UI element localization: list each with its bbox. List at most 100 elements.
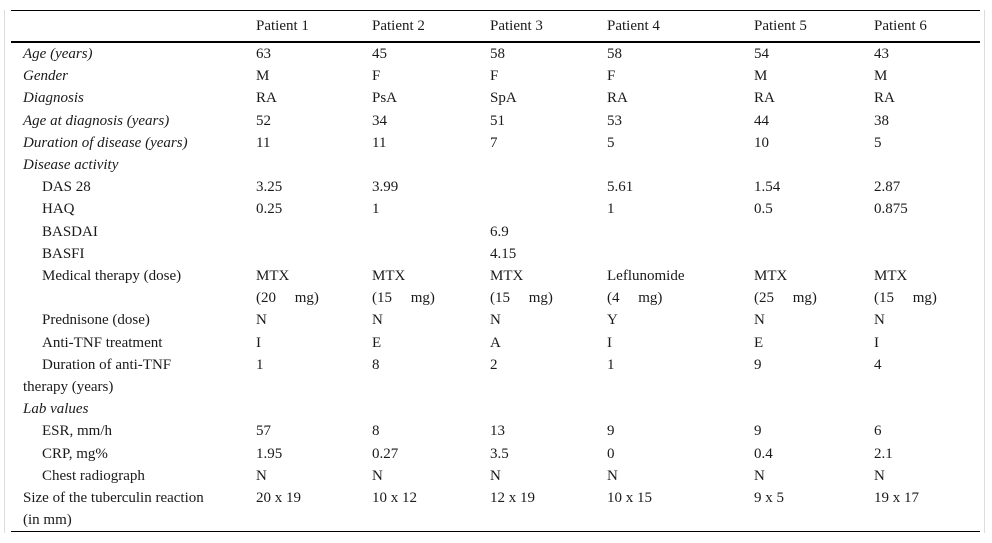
cell-value: 10 x 15	[607, 487, 754, 533]
cell-value	[372, 398, 490, 420]
cell-value: 6.9	[490, 223, 509, 240]
row-label-text-line2: (in mm)	[23, 512, 72, 529]
row-label: Anti-TNF treatment	[11, 332, 256, 354]
cell-value: E	[372, 334, 382, 351]
cell-value: 7	[490, 134, 498, 151]
table-row: HAQ 0.25 1 1 0.5 0.875	[11, 198, 980, 220]
cell-value: 58	[607, 46, 622, 62]
row-label: Lab values	[11, 398, 256, 420]
row-label-text: Size of the tuberculin reaction	[23, 490, 204, 507]
table-row: Duration of anti-TNF therapy (years) 1 8 2 1 9…	[11, 354, 980, 398]
table-row: Diagnosis RA PsA SpA RA RA RA	[11, 87, 980, 109]
row-label-text-line2: therapy (years)	[23, 379, 114, 396]
cell-value	[754, 154, 874, 176]
cell-value: 1	[256, 356, 264, 373]
cell-value: 45	[372, 46, 387, 62]
row-label-text: HAQ	[42, 201, 75, 218]
row-label: Gender	[11, 65, 256, 87]
cell-value	[754, 243, 874, 265]
cell-value: RA	[874, 90, 895, 107]
row-label-header	[11, 10, 256, 43]
header-row: Patient 1 Patient 2 Patient 3 Patient 4 Pati…	[11, 10, 980, 43]
cell-value: 63	[256, 46, 271, 62]
cell-value: MTX (25 mg)	[754, 265, 874, 309]
therapy-dose: (4 mg)	[607, 290, 663, 307]
cell-value: RA	[754, 90, 775, 107]
cell-value: MTX (15 mg)	[490, 265, 607, 309]
cell-value: MTX (15 mg)	[372, 265, 490, 309]
row-label-text: Gender	[23, 68, 68, 85]
table-row: Age at diagnosis (years) 52 34 51 53 44 38	[11, 110, 980, 132]
cell-value: 5	[607, 134, 615, 151]
cell-value: RA	[607, 90, 628, 107]
row-label: BASFI	[11, 243, 256, 265]
cell-value: 4.15	[490, 245, 517, 262]
row-label-text: BASFI	[42, 245, 85, 262]
column-header: Patient 2	[372, 10, 490, 43]
row-label-text: Age (years)	[23, 46, 93, 62]
cell-value	[372, 221, 490, 243]
row-label-text: Chest radiograph	[42, 467, 145, 484]
column-header: Patient 3	[490, 10, 607, 43]
row-label-text: Lab values	[23, 401, 89, 418]
row-label: Size of the tuberculin reaction (in mm)	[11, 487, 256, 533]
table-row: Size of the tuberculin reaction (in mm) 20…	[11, 487, 980, 533]
cell-value: 0.875	[874, 201, 908, 218]
cell-value: E	[754, 334, 764, 351]
cell-value: 1	[607, 356, 615, 373]
table-header: Patient 1 Patient 2 Patient 3 Patient 4 Pati…	[11, 10, 980, 43]
cell-value: 5.61	[607, 179, 634, 196]
cell-value: N	[256, 312, 267, 329]
cell-value	[256, 221, 372, 243]
cell-value	[607, 398, 754, 420]
row-label: Duration of anti-TNF therapy (years)	[11, 354, 256, 398]
cell-value: 34	[372, 112, 387, 129]
cell-value	[874, 221, 980, 243]
cell-value: 57	[256, 423, 271, 440]
column-header: Patient 5	[754, 10, 874, 43]
cell-value: 9	[754, 423, 762, 440]
therapy-name: MTX	[754, 268, 788, 285]
table-row: Anti-TNF treatment I E A I E I	[11, 332, 980, 354]
row-label-text: Diagnosis	[23, 90, 84, 107]
table-row: BASFI 4.15	[11, 243, 980, 265]
cell-value: 38	[874, 112, 889, 129]
row-label-text: CRP, mg%	[42, 445, 108, 462]
row-label: Medical therapy (dose)	[11, 265, 256, 309]
cell-value: M	[256, 68, 270, 85]
therapy-name: Leflunomide	[607, 268, 685, 285]
cell-value	[490, 176, 607, 198]
figure-frame: Patient 1 Patient 2 Patient 3 Patient 4 Pati…	[4, 10, 985, 533]
cell-value: M	[754, 68, 768, 85]
cell-value	[874, 243, 980, 265]
cell-value: 11	[256, 134, 271, 151]
cell-value: N	[372, 312, 383, 329]
cell-value	[490, 198, 607, 220]
cell-value: 44	[754, 112, 769, 129]
cell-value: 1	[607, 201, 615, 218]
cell-value: 3.99	[372, 179, 399, 196]
cell-value: M	[874, 68, 888, 85]
cell-value: MTX (20 mg)	[256, 265, 372, 309]
cell-value: 43	[874, 46, 889, 62]
cell-value: 5	[874, 134, 882, 151]
table-row: Prednisone (dose) N N N Y N N	[11, 309, 980, 331]
cell-value: A	[490, 334, 501, 351]
cell-value: F	[607, 68, 616, 85]
cell-value: 0.4	[754, 445, 773, 462]
therapy-name: MTX	[372, 268, 406, 285]
cell-value: 3.5	[490, 445, 509, 462]
cell-value	[754, 221, 874, 243]
patient-characteristics-table: Patient 1 Patient 2 Patient 3 Patient 4 Pati…	[11, 10, 980, 533]
cell-value: 9 x 5	[754, 487, 874, 533]
row-label: Chest radiograph	[11, 465, 256, 487]
cell-value: 1.95	[256, 445, 283, 462]
row-label: Age (years)	[11, 42, 256, 65]
cell-value: 19 x 17	[874, 487, 980, 533]
cell-value: Leflunomide (4 mg)	[607, 265, 754, 309]
row-label: Disease activity	[11, 154, 256, 176]
table-row: Chest radiograph N N N N N N	[11, 465, 980, 487]
cell-value: 58	[490, 46, 505, 62]
table-row: DAS 28 3.25 3.99 5.61 1.54 2.87	[11, 176, 980, 198]
row-label: DAS 28	[11, 176, 256, 198]
